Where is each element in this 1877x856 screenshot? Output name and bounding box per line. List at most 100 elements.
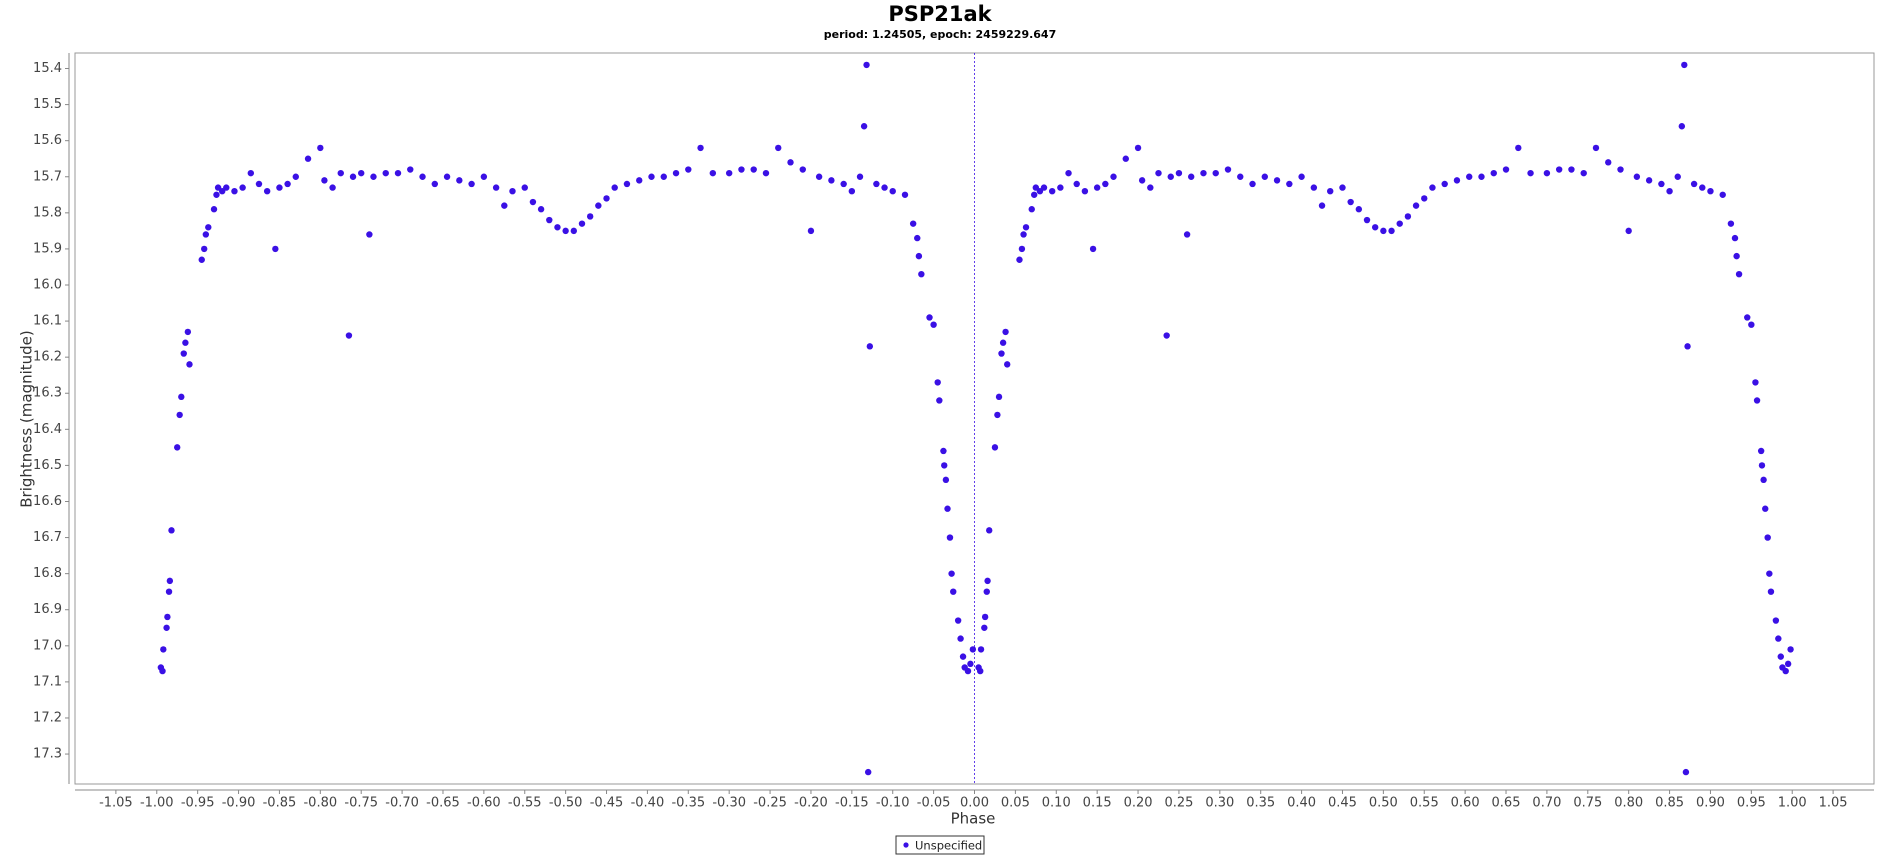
data-point — [1490, 169, 1497, 177]
y-tick-label: 16.9 — [33, 602, 62, 617]
data-point — [1719, 191, 1726, 198]
data-point — [999, 339, 1007, 346]
data-point — [337, 169, 344, 177]
data-point — [1200, 169, 1207, 177]
data-point — [276, 184, 283, 191]
x-tick-label: -0.35 — [671, 796, 705, 811]
data-point — [205, 224, 212, 231]
data-point — [1727, 220, 1735, 227]
data-point — [914, 234, 921, 242]
x-tick-label: 1.00 — [1778, 796, 1807, 811]
data-point — [263, 187, 271, 195]
data-point — [1633, 173, 1641, 180]
data-point — [1731, 234, 1739, 242]
data-point — [926, 314, 933, 321]
x-tick-label: 0.35 — [1246, 796, 1275, 811]
data-point — [529, 198, 537, 206]
data-point — [1690, 180, 1698, 188]
data-point — [202, 231, 210, 238]
data-point — [1502, 166, 1510, 173]
y-tick-label: 16.4 — [33, 422, 62, 437]
data-point — [578, 220, 586, 227]
data-point — [930, 321, 937, 328]
data-point — [750, 166, 757, 173]
data-point — [977, 646, 985, 653]
data-point — [775, 144, 782, 152]
data-point — [1183, 231, 1191, 238]
data-point — [995, 393, 1003, 401]
data-point — [944, 505, 951, 512]
data-point — [1155, 169, 1162, 177]
data-point — [864, 768, 872, 776]
x-tick-label: 0.65 — [1492, 796, 1521, 811]
data-point — [272, 245, 279, 253]
data-point — [1757, 447, 1765, 455]
y-tick-label: 17.0 — [33, 638, 62, 653]
y-tick-label: 16.5 — [33, 458, 62, 473]
x-tick-label: 0.40 — [1287, 796, 1316, 811]
data-point — [166, 577, 174, 585]
data-point — [1753, 397, 1761, 404]
data-point — [738, 166, 745, 173]
x-tick-label: 1.05 — [1819, 796, 1848, 811]
y-tick-label: 16.2 — [33, 350, 62, 365]
x-tick-label: -0.20 — [794, 796, 828, 811]
data-point — [1645, 177, 1653, 184]
data-point — [292, 173, 299, 180]
data-point — [1766, 570, 1773, 577]
data-point — [1658, 180, 1665, 188]
data-point — [1543, 169, 1551, 177]
data-point — [1057, 184, 1064, 191]
x-tick-label: -0.15 — [835, 796, 869, 811]
data-point — [685, 166, 692, 173]
data-point — [1478, 173, 1485, 180]
data-point — [223, 184, 230, 191]
data-point — [1004, 361, 1011, 368]
data-point — [697, 144, 704, 152]
data-point — [1093, 184, 1101, 191]
data-point — [660, 173, 667, 180]
data-point — [345, 332, 353, 339]
legend-label: Unspecified — [915, 839, 982, 853]
data-point — [611, 184, 618, 191]
data-point — [787, 159, 794, 166]
y-tick-label: 17.2 — [33, 710, 62, 725]
data-point — [160, 646, 167, 653]
data-point — [977, 667, 984, 675]
data-point — [1758, 462, 1766, 469]
data-point — [1772, 617, 1780, 624]
data-point — [182, 339, 189, 346]
data-point — [1355, 206, 1363, 213]
legend-box — [895, 835, 985, 855]
x-tick-label: 0.85 — [1655, 796, 1684, 811]
data-point — [1625, 227, 1632, 235]
data-point — [1212, 169, 1219, 177]
x-tick-label: 0.80 — [1614, 796, 1643, 811]
data-point — [942, 476, 950, 484]
data-point — [1081, 187, 1089, 195]
x-axis-label: Phase — [951, 810, 996, 828]
data-point — [492, 184, 500, 191]
data-point — [456, 177, 463, 184]
data-point — [1167, 173, 1174, 180]
data-point — [1555, 166, 1563, 173]
data-point — [866, 343, 874, 350]
data-point — [1404, 213, 1412, 220]
data-point — [213, 191, 220, 198]
data-point — [901, 191, 909, 198]
data-point — [419, 173, 426, 180]
data-point — [1040, 184, 1048, 191]
data-point — [950, 588, 957, 595]
data-point — [1286, 180, 1293, 188]
x-tick-label: -0.80 — [303, 796, 337, 811]
data-point — [284, 180, 291, 188]
data-point — [918, 270, 925, 278]
x-tick-label: -0.85 — [263, 796, 297, 811]
data-point — [186, 361, 193, 368]
y-tick-label: 17.1 — [33, 674, 62, 689]
y-tick-label: 15.9 — [33, 241, 62, 256]
data-point — [1605, 159, 1612, 166]
data-point — [1380, 227, 1387, 235]
